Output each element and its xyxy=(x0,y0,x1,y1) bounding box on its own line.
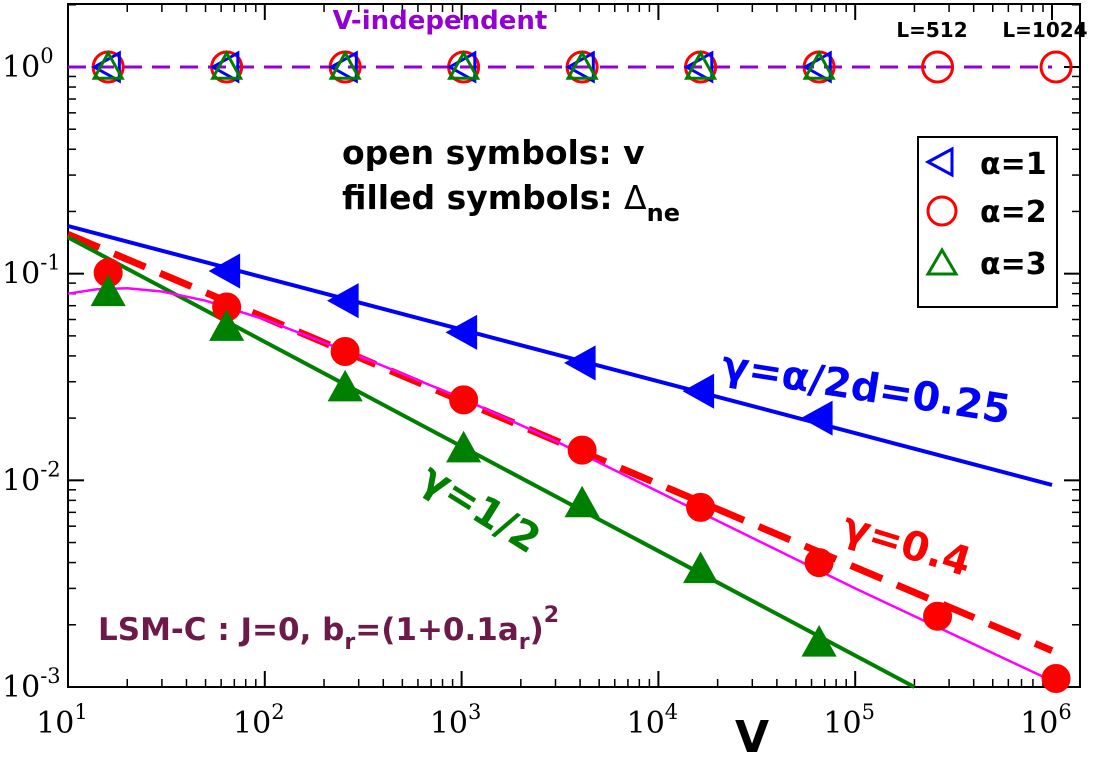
open-triangle-left-marker xyxy=(683,50,714,84)
legend-triangle-left-icon xyxy=(924,146,954,178)
delta-symbol: Δ xyxy=(624,178,647,217)
y-tick-exponent: -3 xyxy=(40,664,60,688)
filled-symbols-note: filled symbols: Δne xyxy=(342,178,680,227)
legend-box xyxy=(917,136,1058,308)
filled-circle-marker xyxy=(567,435,597,465)
x-tick-exponent: 1 xyxy=(74,700,87,724)
x-tick-base: 10 xyxy=(233,706,271,741)
y-tick-exponent: -1 xyxy=(40,251,60,275)
gamma-red-label: γ=0.4 xyxy=(837,504,976,586)
lsm-label-sub-r2: r xyxy=(519,630,530,655)
filled-triangle-left-marker xyxy=(445,314,478,350)
filled-circle-marker xyxy=(1041,663,1071,693)
lsm-label-sub-r: r xyxy=(344,630,355,655)
gamma-blue-label: γ=α/2d=0.25 xyxy=(718,342,1013,433)
x-tick-label: 104 xyxy=(627,700,679,741)
lsm-label-close: ) xyxy=(530,612,544,648)
filled-triangle-left-marker xyxy=(800,400,833,436)
filled-circle-marker xyxy=(686,492,716,522)
x-tick-label: 105 xyxy=(823,700,875,741)
x-tick-base: 10 xyxy=(36,706,74,741)
x-tick-label: 101 xyxy=(36,700,88,741)
filled-triangle-left-marker xyxy=(208,253,241,289)
open-triangle-left-marker xyxy=(446,50,477,84)
lsm-label: LSM-C : J=0, br=(1+0.1ar)2 xyxy=(98,603,559,655)
filled-triangle-up-marker xyxy=(90,274,126,307)
y-tick-base: 10 xyxy=(2,257,40,292)
y-tick-label: 10-3 xyxy=(2,664,61,705)
open-triangle-up-marker xyxy=(684,49,718,80)
x-tick-base: 10 xyxy=(430,706,468,741)
gamma-025-fit-line xyxy=(67,224,1053,487)
legend-label-alpha2: α=2 xyxy=(980,195,1047,230)
x-tick-exponent: 2 xyxy=(271,700,284,724)
lsm-label-sup: 2 xyxy=(544,603,559,628)
x-tick-base: 10 xyxy=(823,706,861,741)
y-tick-base: 10 xyxy=(2,50,40,85)
open-symbols-note: open symbols: v xyxy=(342,133,645,172)
open-circle-marker xyxy=(921,50,955,84)
x-tick-base: 10 xyxy=(1020,706,1058,741)
y-tick-exponent: -2 xyxy=(40,457,60,481)
filled-circle-marker xyxy=(923,601,953,631)
lsm-label-eq: =(1+0.1a xyxy=(355,612,519,648)
open-triangle-up-marker xyxy=(328,49,362,80)
y-tick-label: 100 xyxy=(2,44,54,85)
filled-symbols-prefix: filled symbols: xyxy=(342,178,624,217)
x-tick-base: 10 xyxy=(627,706,665,741)
gamma-05-fit-line xyxy=(67,235,916,689)
open-triangle-up-marker xyxy=(565,49,599,80)
filled-triangle-left-marker xyxy=(327,283,359,319)
y-tick-base: 10 xyxy=(2,463,40,498)
legend-label-alpha3: α=3 xyxy=(980,247,1047,282)
filled-circle-marker xyxy=(330,337,360,367)
filled-triangle-up-marker xyxy=(327,369,363,402)
open-triangle-left-marker xyxy=(209,50,240,84)
y-tick-base: 10 xyxy=(2,670,40,705)
lsm-label-main: LSM-C : J=0, b xyxy=(98,612,344,648)
legend-label-alpha1: α=1 xyxy=(980,147,1047,182)
delta-subscript: ne xyxy=(647,199,680,227)
filled-circle-marker xyxy=(449,385,479,415)
open-triangle-left-marker xyxy=(328,50,358,84)
filled-triangle-left-marker xyxy=(564,345,596,381)
filled-circle-marker xyxy=(804,548,834,578)
gamma-green-label: γ=1/2 xyxy=(413,454,549,562)
filled-triangle-left-marker xyxy=(682,373,715,409)
plot-frame xyxy=(67,3,1081,688)
y-tick-exponent: 0 xyxy=(40,44,53,68)
filled-triangle-up-marker xyxy=(564,485,600,518)
legend-triangle-up-icon xyxy=(925,247,959,276)
x-tick-label: 103 xyxy=(430,700,482,741)
x-tick-label: 106 xyxy=(1020,700,1072,741)
filled-triangle-up-marker xyxy=(209,309,245,341)
open-triangle-up-marker xyxy=(210,49,244,80)
open-triangle-left-marker xyxy=(801,50,832,84)
open-circle-marker xyxy=(1039,50,1073,84)
x-tick-exponent: 4 xyxy=(665,700,678,724)
x-tick-label: 102 xyxy=(233,700,285,741)
filled-triangle-up-marker xyxy=(801,625,837,657)
open-triangle-left-marker xyxy=(91,50,121,84)
y-tick-label: 10-1 xyxy=(2,251,61,292)
legend-circle-icon xyxy=(926,195,958,227)
data-markers xyxy=(90,49,1073,693)
open-triangle-up-marker xyxy=(91,49,125,80)
legend: α=1 α=2 α=3 xyxy=(917,136,1058,308)
x-tick-exponent: 5 xyxy=(862,700,875,724)
y-tick-label: 10-2 xyxy=(2,457,61,498)
filled-triangle-up-marker xyxy=(446,430,482,463)
x-tick-exponent: 3 xyxy=(468,700,481,724)
x-axis-label: V xyxy=(735,712,769,757)
open-triangle-up-marker xyxy=(802,49,836,80)
l1024-label: L=1024 xyxy=(1002,18,1087,42)
filled-triangle-up-marker xyxy=(683,551,719,584)
open-triangle-up-marker xyxy=(447,49,481,80)
open-triangle-left-marker xyxy=(565,50,595,84)
l512-label: L=512 xyxy=(896,18,967,42)
x-tick-exponent: 6 xyxy=(1058,700,1071,724)
v-independent-label: V-independent xyxy=(333,6,548,36)
